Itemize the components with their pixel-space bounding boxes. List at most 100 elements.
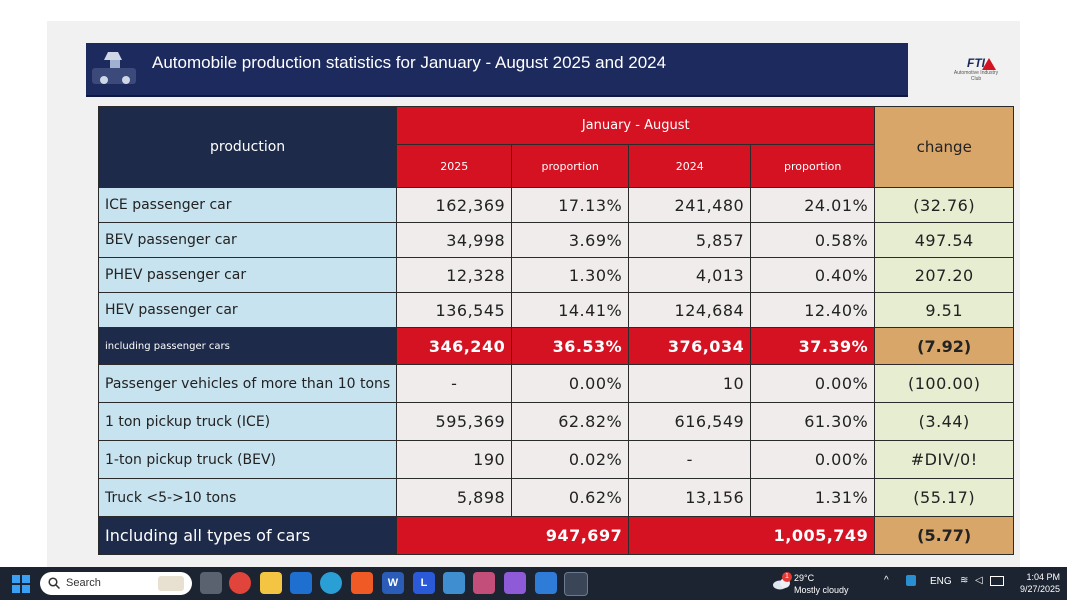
weather-widget[interactable]: 1 29°C Mostly cloudy xyxy=(772,571,862,597)
row-label: 1 ton pickup truck (ICE) xyxy=(97,402,398,441)
value-2025: 136,545 xyxy=(396,292,513,328)
change-value: (55.17) xyxy=(874,478,1015,517)
proportion-2024: 1.31% xyxy=(750,478,876,517)
slide-title: Automobile production statistics for Jan… xyxy=(152,53,667,72)
subtotal-proportion-2024: 37.39% xyxy=(750,327,876,365)
brave-icon[interactable] xyxy=(351,572,373,594)
value-2024: 13,156 xyxy=(628,478,752,517)
proportion-2025: 14.41% xyxy=(511,292,630,328)
proportion-2024: 61.30% xyxy=(750,402,876,441)
title-banner xyxy=(86,43,908,97)
value-2024: 124,684 xyxy=(628,292,752,328)
system-clock[interactable]: 1:04 PM 9/27/2025 xyxy=(1008,571,1060,595)
car-logo-icon xyxy=(92,52,136,84)
copilot-icon[interactable] xyxy=(504,572,526,594)
header-2025: 2025 xyxy=(396,144,513,188)
total-label: Including all types of cars xyxy=(97,516,398,555)
browser-active-icon[interactable] xyxy=(564,572,588,596)
row-label: 1-ton pickup truck (BEV) xyxy=(97,440,398,479)
table-row: PHEV passenger car 12,328 1.30% 4,013 0.… xyxy=(97,257,1015,293)
wifi-icon[interactable]: ≋ xyxy=(960,575,969,586)
value-2024: 4,013 xyxy=(628,257,752,293)
change-value: (3.44) xyxy=(874,402,1015,441)
chrome-icon[interactable] xyxy=(229,572,251,594)
search-placeholder: Search xyxy=(66,577,101,589)
change-value: 9.51 xyxy=(874,292,1015,328)
header-period: January - August xyxy=(396,106,876,145)
row-label: Truck <5->10 tons xyxy=(97,478,398,517)
value-2025: 190 xyxy=(396,440,513,479)
snipping-tool-icon[interactable] xyxy=(473,572,495,594)
store-icon[interactable] xyxy=(535,572,557,594)
file-explorer-icon[interactable] xyxy=(260,572,282,594)
total-2024: 1,005,749 xyxy=(628,516,876,555)
word-icon[interactable]: W xyxy=(382,572,404,594)
table-row: 1-ton pickup truck (BEV) 190 0.02% - 0.0… xyxy=(97,440,1015,479)
proportion-2025: 1.30% xyxy=(511,257,630,293)
proportion-2024: 0.00% xyxy=(750,440,876,479)
fti-logo-subtitle: Automotive Industry Club xyxy=(953,70,999,82)
battery-icon[interactable] xyxy=(990,576,1004,586)
chevron-up-icon[interactable]: ^ xyxy=(884,575,889,586)
value-2024: 241,480 xyxy=(628,187,752,223)
value-2025: 34,998 xyxy=(396,222,513,258)
change-value: (32.76) xyxy=(874,187,1015,223)
header-change: change xyxy=(874,106,1015,188)
taskbar-search-box[interactable]: Search xyxy=(40,572,192,595)
weather-alert-badge: 1 xyxy=(782,572,792,582)
row-label: HEV passenger car xyxy=(97,292,398,328)
weather-condition: Mostly cloudy xyxy=(794,585,849,595)
l-app-icon[interactable]: L xyxy=(413,572,435,594)
fti-triangle-icon xyxy=(982,58,996,70)
taskbar: Search W L 1 29°C Mostly cloudy ^ ENG ≋ … xyxy=(0,567,1067,600)
table-row: HEV passenger car 136,545 14.41% 124,684… xyxy=(97,292,1015,328)
total-change: (5.77) xyxy=(874,516,1015,555)
weather-temperature: 29°C xyxy=(794,573,815,583)
subtotal-2025: 346,240 xyxy=(396,327,513,365)
change-value: #DIV/0! xyxy=(874,440,1015,479)
row-label: Passenger vehicles of more than 10 tons xyxy=(97,364,398,403)
table-row: Truck <5->10 tons 5,898 0.62% 13,156 1.3… xyxy=(97,478,1015,517)
language-indicator[interactable]: ENG xyxy=(930,576,952,587)
task-view-icon[interactable] xyxy=(200,572,222,594)
row-label: ICE passenger car xyxy=(97,187,398,223)
proportion-2024: 0.40% xyxy=(750,257,876,293)
volume-icon[interactable]: ◁ xyxy=(975,575,983,586)
value-2025: - xyxy=(396,364,513,403)
clock-time: 1:04 PM xyxy=(1026,572,1060,582)
value-2025: 5,898 xyxy=(396,478,513,517)
row-label: PHEV passenger car xyxy=(97,257,398,293)
header-proportion-2024: proportion xyxy=(750,144,876,188)
value-2024: 616,549 xyxy=(628,402,752,441)
start-button[interactable] xyxy=(12,575,30,593)
search-highlight-icon xyxy=(158,576,184,591)
value-2025: 595,369 xyxy=(396,402,513,441)
fti-logo-text: FTI xyxy=(967,56,985,70)
value-2024: - xyxy=(628,440,752,479)
clock-date: 9/27/2025 xyxy=(1019,584,1060,594)
proportion-2025: 17.13% xyxy=(511,187,630,223)
outlook-icon[interactable] xyxy=(290,572,312,594)
search-icon xyxy=(48,577,60,589)
security-icon[interactable] xyxy=(906,575,916,586)
subtotal-proportion-2025: 36.53% xyxy=(511,327,630,365)
value-2025: 162,369 xyxy=(396,187,513,223)
proportion-2025: 62.82% xyxy=(511,402,630,441)
change-value: (100.00) xyxy=(874,364,1015,403)
table-row: BEV passenger car 34,998 3.69% 5,857 0.5… xyxy=(97,222,1015,258)
proportion-2025: 0.62% xyxy=(511,478,630,517)
edge-icon[interactable] xyxy=(320,572,342,594)
change-value: 497.54 xyxy=(874,222,1015,258)
photos-icon[interactable] xyxy=(443,572,465,594)
subtotal-row: including passenger cars 346,240 36.53% … xyxy=(97,327,1015,365)
value-2024: 10 xyxy=(628,364,752,403)
table-row: 1 ton pickup truck (ICE) 595,369 62.82% … xyxy=(97,402,1015,441)
table-row: Passenger vehicles of more than 10 tons … xyxy=(97,364,1015,403)
table-row: ICE passenger car 162,369 17.13% 241,480… xyxy=(97,187,1015,223)
subtotal-change: (7.92) xyxy=(874,327,1015,365)
total-2025: 947,697 xyxy=(396,516,630,555)
proportion-2024: 0.00% xyxy=(750,364,876,403)
subtotal-2024: 376,034 xyxy=(628,327,752,365)
header-production: production xyxy=(97,106,398,188)
total-row: Including all types of cars 947,697 1,00… xyxy=(97,516,1015,555)
